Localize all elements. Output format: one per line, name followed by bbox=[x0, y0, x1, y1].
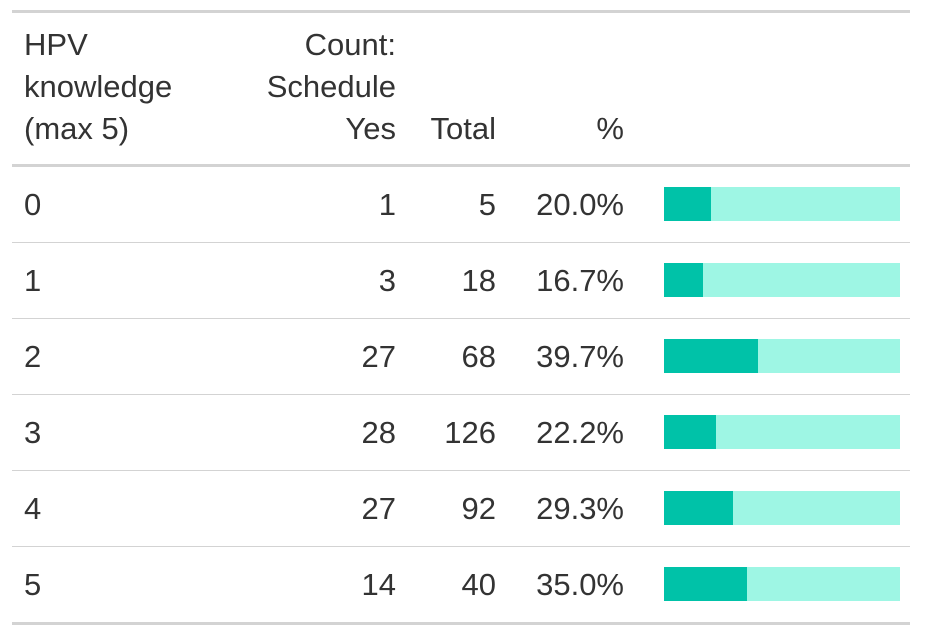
header-hpv-knowledge: HPV knowledge (max 5) bbox=[24, 24, 224, 150]
table-row: 4 27 92 29.3% bbox=[12, 471, 910, 547]
table-row: 0 1 5 20.0% bbox=[12, 167, 910, 243]
cell-knowledge: 1 bbox=[24, 263, 42, 298]
header-line: Yes bbox=[345, 111, 396, 146]
percent-bar-fill bbox=[664, 263, 703, 297]
cell-count: 14 bbox=[361, 567, 396, 602]
cell-knowledge: 5 bbox=[24, 567, 42, 602]
top-rule bbox=[12, 10, 910, 13]
header-line: HPV bbox=[24, 27, 88, 62]
cell-count: 28 bbox=[361, 415, 396, 450]
header-line: knowledge bbox=[24, 69, 173, 104]
percent-bar bbox=[664, 567, 900, 601]
header-percent: % bbox=[596, 111, 624, 146]
cell-count: 3 bbox=[378, 263, 396, 298]
table-row: 5 14 40 35.0% bbox=[12, 547, 910, 625]
table-row: 2 27 68 39.7% bbox=[12, 319, 910, 395]
percent-bar bbox=[664, 263, 900, 297]
percent-bar bbox=[664, 415, 900, 449]
cell-percent: 22.2% bbox=[536, 415, 624, 450]
data-table: HPV knowledge (max 5) Count: Schedule Ye… bbox=[12, 10, 910, 625]
percent-bar-fill bbox=[664, 415, 716, 449]
cell-percent: 16.7% bbox=[536, 263, 624, 298]
cell-knowledge: 2 bbox=[24, 339, 42, 374]
cell-percent: 29.3% bbox=[536, 491, 624, 526]
percent-bar-fill bbox=[664, 187, 711, 221]
header-line: Schedule bbox=[266, 69, 396, 104]
cell-percent: 20.0% bbox=[536, 187, 624, 222]
header-line: Count: bbox=[304, 27, 396, 62]
percent-bar-fill bbox=[664, 339, 758, 373]
percent-bar-fill bbox=[664, 491, 733, 525]
cell-count: 27 bbox=[361, 491, 396, 526]
percent-bar bbox=[664, 187, 900, 221]
table-body: 0 1 5 20.0% 1 3 18 16.7% 2 27 68 39.7% 3 28 126 22.2% 4 2… bbox=[12, 167, 910, 625]
percent-bar bbox=[664, 339, 900, 373]
cell-count: 27 bbox=[361, 339, 396, 374]
percent-bar bbox=[664, 491, 900, 525]
cell-knowledge: 0 bbox=[24, 187, 42, 222]
cell-percent: 39.7% bbox=[536, 339, 624, 374]
cell-total: 126 bbox=[444, 415, 496, 450]
header-row: HPV knowledge (max 5) Count: Schedule Ye… bbox=[12, 13, 910, 167]
cell-total: 68 bbox=[461, 339, 496, 374]
cell-total: 92 bbox=[461, 491, 496, 526]
cell-total: 18 bbox=[461, 263, 496, 298]
table-row: 3 28 126 22.2% bbox=[12, 395, 910, 471]
cell-total: 40 bbox=[461, 567, 496, 602]
cell-knowledge: 3 bbox=[24, 415, 42, 450]
percent-bar-fill bbox=[664, 567, 747, 601]
cell-percent: 35.0% bbox=[536, 567, 624, 602]
cell-count: 1 bbox=[378, 187, 396, 222]
header-line: (max 5) bbox=[24, 111, 130, 146]
header-total: Total bbox=[430, 111, 496, 146]
table-row: 1 3 18 16.7% bbox=[12, 243, 910, 319]
header-count-schedule-yes: Count: Schedule Yes bbox=[196, 24, 396, 150]
cell-knowledge: 4 bbox=[24, 491, 42, 526]
cell-total: 5 bbox=[478, 187, 496, 222]
